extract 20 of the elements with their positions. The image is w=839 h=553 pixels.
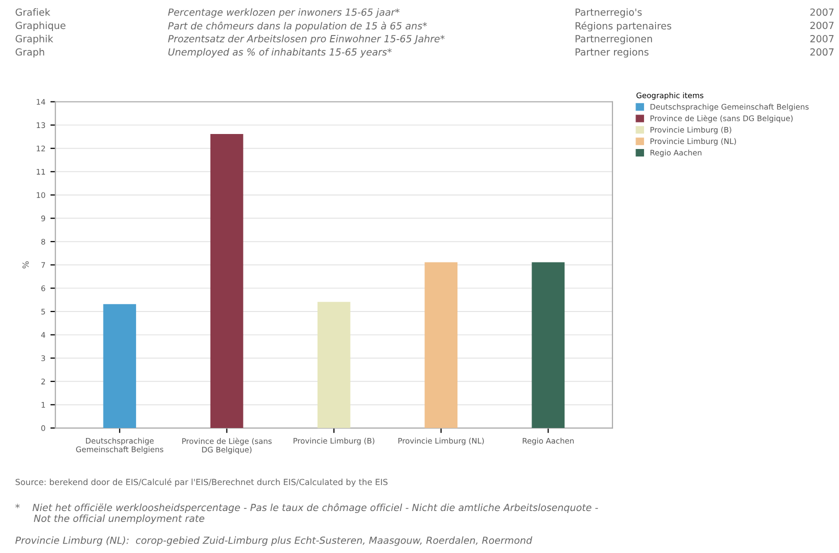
y-axis-title: % [22, 261, 29, 268]
text: Graphique [16, 22, 66, 31]
text: 2007 [810, 48, 834, 56]
text: Percentage werklozen per inwoners 15-65 jaar* [168, 8, 400, 18]
text: Unemployed as % of inhabitants 15-65 years* [168, 48, 392, 58]
text: Graph [16, 48, 44, 58]
text: Partnerregionen [576, 34, 652, 44]
text: Part de chômeurs dans la population de 15 à 65 ans* [168, 22, 427, 32]
text: Grafiek [16, 8, 50, 16]
text: Provincie Limburg (NL): corop-gebied Zuid-Limburg plus Echt-Susteren, Maasgouw, Roerdalen, Roermond [15, 536, 532, 546]
text: Partner regions [576, 48, 648, 58]
text: * Niet het officiële werkloosheidspercentage - Pas le taux de chômage officiel - Nicht die amtliche Arbeitslosenquote - Not the official unemployment rate [15, 503, 598, 524]
text: 2007 [810, 35, 834, 42]
text: Graphik [16, 34, 54, 44]
source-note: Source: berekend door de EIS/Calculé par l'EIS/Berechnet durch EIS/Calculated by the EIS [16, 478, 388, 487]
text: Partnerregio's [576, 8, 642, 18]
text: 2007 [810, 22, 834, 30]
text: Régions partenaires [576, 22, 672, 32]
text: Prozentsatz der Arbeitslosen pro Einwohner 15-65 Jahre* [168, 34, 445, 44]
text: 2007 [810, 8, 834, 16]
